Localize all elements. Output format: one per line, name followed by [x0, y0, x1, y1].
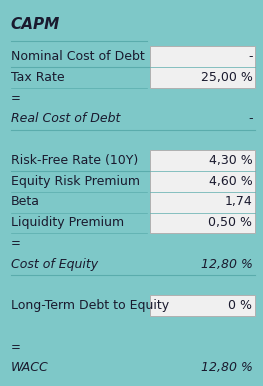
- Text: Beta: Beta: [11, 195, 39, 208]
- Text: 12,80 %: 12,80 %: [201, 258, 252, 271]
- Text: Liquidity Premium: Liquidity Premium: [11, 216, 124, 229]
- Text: 12,80 %: 12,80 %: [201, 361, 252, 374]
- Text: 4,60 %: 4,60 %: [209, 175, 252, 188]
- Text: 0,50 %: 0,50 %: [209, 216, 252, 229]
- Text: Real Cost of Debt: Real Cost of Debt: [11, 112, 120, 125]
- Text: CAPM: CAPM: [11, 17, 60, 32]
- Text: 25,00 %: 25,00 %: [201, 71, 252, 84]
- FancyBboxPatch shape: [150, 46, 255, 88]
- Text: 1,74: 1,74: [225, 195, 252, 208]
- Text: -: -: [248, 50, 252, 63]
- Text: Tax Rate: Tax Rate: [11, 71, 64, 84]
- Text: Long-Term Debt to Equity: Long-Term Debt to Equity: [11, 299, 169, 312]
- Text: 0 %: 0 %: [229, 299, 252, 312]
- Text: Equity Risk Premium: Equity Risk Premium: [11, 175, 139, 188]
- FancyBboxPatch shape: [150, 295, 255, 317]
- Text: =: =: [11, 237, 21, 250]
- Text: 4,30 %: 4,30 %: [209, 154, 252, 167]
- Text: Nominal Cost of Debt: Nominal Cost of Debt: [11, 50, 144, 63]
- Text: Risk-Free Rate (10Y): Risk-Free Rate (10Y): [11, 154, 138, 167]
- Text: Cost of Equity: Cost of Equity: [11, 258, 98, 271]
- Text: -: -: [248, 112, 252, 125]
- FancyBboxPatch shape: [150, 150, 255, 234]
- Text: =: =: [11, 341, 21, 354]
- Text: WACC: WACC: [11, 361, 48, 374]
- Text: =: =: [11, 92, 21, 105]
